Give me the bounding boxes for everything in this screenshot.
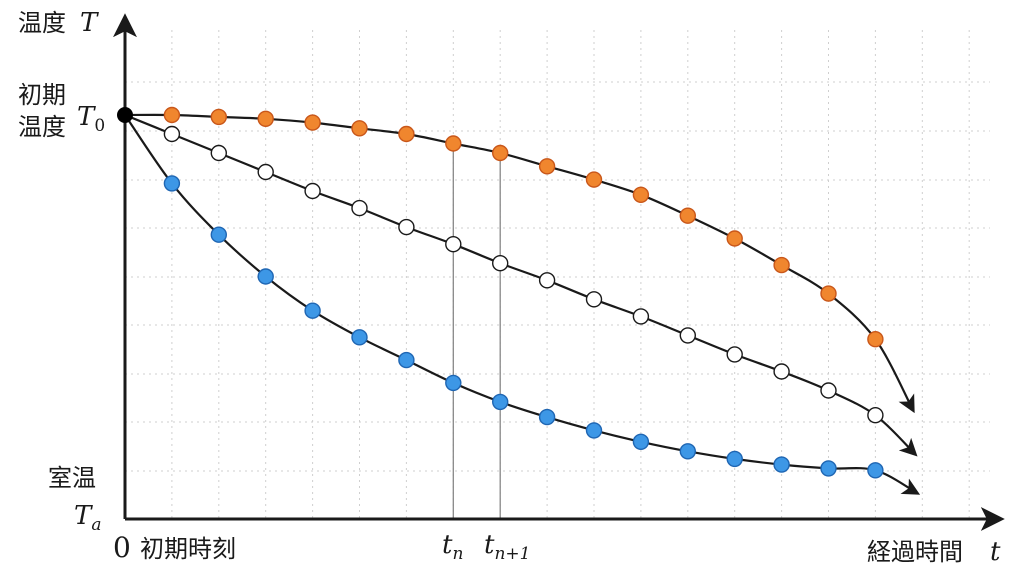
data-points bbox=[163, 106, 884, 479]
data-point-white bbox=[351, 199, 368, 217]
data-point-white bbox=[492, 255, 509, 272]
tn-guide-lines bbox=[452, 143, 501, 519]
data-point-orange bbox=[163, 106, 181, 124]
data-point-blue bbox=[257, 268, 274, 285]
data-point-blue bbox=[679, 443, 696, 460]
initial-time-label: 初期時刻 bbox=[140, 535, 236, 563]
tn-label: tn bbox=[442, 530, 463, 564]
initial-temp-line2: 温度 bbox=[18, 113, 66, 141]
data-point-blue bbox=[867, 462, 884, 479]
data-point-white bbox=[726, 346, 743, 363]
curve-white bbox=[124, 113, 918, 457]
y-axis-word: 温度 bbox=[18, 9, 66, 37]
grid bbox=[125, 30, 990, 519]
data-point-blue bbox=[398, 351, 415, 369]
data-point-orange bbox=[585, 171, 603, 188]
data-point-orange bbox=[632, 186, 650, 204]
curve-blue bbox=[124, 114, 921, 495]
data-point-orange bbox=[726, 230, 743, 247]
data-point-white bbox=[163, 125, 181, 143]
initial-temp-dot bbox=[117, 107, 133, 123]
t0-label: T0 bbox=[77, 102, 105, 136]
data-point-white bbox=[679, 327, 696, 344]
x-axis-symbol: t bbox=[990, 537, 1001, 567]
data-point-white bbox=[538, 272, 556, 289]
data-point-blue bbox=[445, 374, 462, 392]
data-point-white bbox=[632, 308, 650, 325]
data-point-orange bbox=[679, 207, 696, 224]
data-point-blue bbox=[538, 408, 556, 426]
data-point-orange bbox=[538, 158, 556, 175]
curves bbox=[124, 113, 921, 495]
data-point-orange bbox=[820, 285, 837, 302]
data-point-blue bbox=[820, 460, 837, 477]
data-point-white bbox=[585, 291, 603, 308]
ta-label: Ta bbox=[74, 501, 101, 535]
room-temp-word: 室温 bbox=[48, 464, 96, 492]
data-point-white bbox=[304, 182, 321, 200]
origin-label: 0 bbox=[113, 531, 131, 564]
data-point-white bbox=[210, 144, 228, 162]
tn1-label: tn+1 bbox=[484, 530, 530, 564]
data-point-white bbox=[867, 407, 884, 424]
initial-temp-line1: 初期 bbox=[18, 81, 66, 109]
data-point-orange bbox=[304, 114, 321, 131]
data-point-blue bbox=[210, 226, 228, 243]
data-point-orange bbox=[867, 331, 884, 348]
data-point-orange bbox=[210, 108, 228, 126]
data-point-blue bbox=[585, 422, 603, 439]
data-point-white bbox=[445, 235, 462, 253]
data-point-white bbox=[820, 382, 837, 399]
data-point-white bbox=[398, 218, 415, 236]
data-point-white bbox=[257, 163, 274, 181]
data-point-orange bbox=[257, 110, 274, 128]
data-point-white bbox=[773, 363, 790, 380]
data-point-orange bbox=[445, 135, 462, 152]
data-point-orange bbox=[773, 256, 790, 274]
data-point-blue bbox=[492, 393, 509, 411]
y-axis-symbol: T bbox=[80, 8, 99, 38]
data-point-orange bbox=[398, 125, 415, 143]
data-point-blue bbox=[304, 302, 321, 319]
curve-orange bbox=[124, 113, 915, 414]
data-point-blue bbox=[773, 456, 790, 473]
data-point-blue bbox=[632, 433, 650, 450]
data-point-blue bbox=[726, 450, 743, 468]
data-point-orange bbox=[351, 120, 368, 137]
data-point-blue bbox=[163, 175, 181, 192]
x-axis-word: 経過時間 bbox=[867, 538, 963, 566]
data-point-orange bbox=[492, 144, 509, 162]
data-point-blue bbox=[351, 329, 368, 346]
